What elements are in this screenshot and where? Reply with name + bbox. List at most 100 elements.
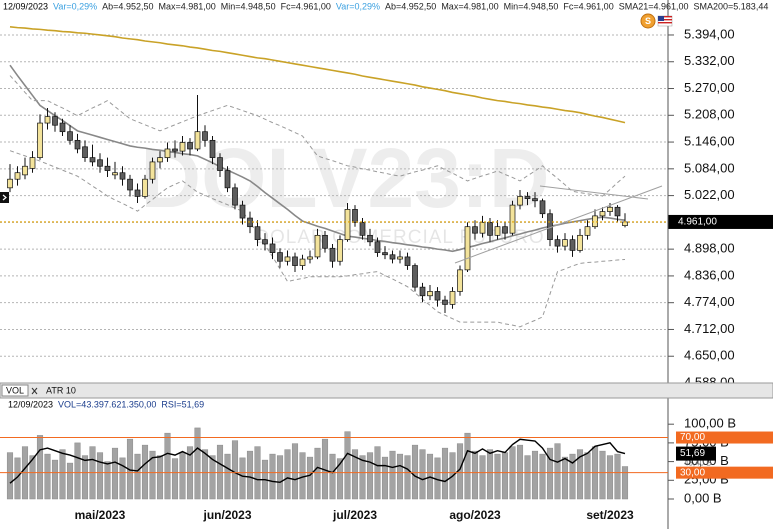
rsi-band-box <box>676 431 773 444</box>
y-tick-label: 4.650,00 <box>684 348 735 363</box>
candle-body <box>29 157 36 169</box>
candle-body <box>442 299 448 305</box>
volume-bar <box>44 453 51 500</box>
candle-body <box>532 198 538 202</box>
watermark-sub: DOLAR COMERCIAL FUTURO <box>255 227 544 248</box>
candle-body <box>299 258 306 266</box>
candle-body <box>239 204 246 219</box>
candle-body <box>254 226 261 240</box>
candle-body <box>517 196 523 206</box>
volume-bar <box>141 444 149 500</box>
volume-bar <box>381 456 389 500</box>
indicator-line <box>9 75 626 197</box>
volume-bar <box>284 449 291 500</box>
volume-bar <box>156 455 164 500</box>
volume-bar <box>314 447 321 500</box>
volume-bar <box>209 455 216 500</box>
header: 12/09/2023 Var=0,29% Ab=4.952,50 Max=4.981,… <box>3 1 769 11</box>
y-tick-label: 5.084,00 <box>684 160 735 175</box>
candle-body <box>367 234 373 243</box>
volume-bar <box>419 449 426 500</box>
volume-bar <box>486 449 494 500</box>
candle-body <box>524 196 531 199</box>
rsi-last-box <box>676 446 716 461</box>
tab-close[interactable] <box>31 387 38 395</box>
candle-body <box>419 286 426 297</box>
candle-body <box>7 178 13 189</box>
candle-body <box>164 148 171 158</box>
tab-label[interactable]: VOL <box>6 385 24 395</box>
y-tick-label: 5.332,00 <box>684 53 735 68</box>
candle-body <box>509 204 516 234</box>
volume-bar <box>216 444 224 500</box>
volume-bar <box>201 449 209 500</box>
candle-body <box>577 234 583 251</box>
left-marker-arrow <box>2 194 7 201</box>
candle-body <box>412 265 418 288</box>
tab-label[interactable]: ATR 10 <box>46 385 76 395</box>
candle-body <box>352 209 358 223</box>
volume-bar <box>621 466 629 500</box>
candle-body <box>479 222 486 234</box>
rsi-band-label: 70,00 <box>680 432 705 443</box>
header-text: SMA200=5.183,44 <box>694 1 769 11</box>
volume-bar <box>404 455 411 500</box>
flag-stripe <box>658 16 672 18</box>
candle-body <box>382 252 388 256</box>
volume-bar <box>164 432 171 500</box>
candle-body <box>569 239 576 251</box>
header-text: SMA21=4.961,00 <box>619 1 689 11</box>
volume-bar <box>599 450 606 500</box>
candle-body <box>599 211 606 217</box>
candle-body <box>172 148 178 152</box>
badge-icon[interactable] <box>640 13 656 29</box>
volume-bar <box>336 458 344 500</box>
volume-bar <box>224 453 231 500</box>
volume-bar <box>171 458 179 500</box>
volume-bar <box>351 449 359 500</box>
y-tick-label: 4.774,00 <box>684 294 735 309</box>
tab[interactable] <box>1 384 29 397</box>
volume-bar <box>576 449 584 500</box>
flag-stripe <box>658 19 672 21</box>
rsi-line <box>9 438 626 484</box>
candle-body <box>494 226 501 236</box>
volume-bar <box>389 450 396 500</box>
trend-line <box>454 185 663 264</box>
y-tick-label: 5.022,00 <box>684 187 735 202</box>
candle-body <box>224 170 231 189</box>
candle-body <box>584 226 591 236</box>
candle-body <box>67 131 73 141</box>
candle-body <box>202 131 208 141</box>
candle-body <box>194 131 201 150</box>
candle-body <box>187 142 193 150</box>
candle-body <box>614 206 621 217</box>
tab-bar <box>0 382 773 399</box>
volume-bar <box>299 452 306 500</box>
header-text: Var=0,29% <box>336 1 380 11</box>
volume-bar <box>501 452 509 500</box>
volume-bar <box>81 455 89 500</box>
indicator-line <box>9 150 626 328</box>
flag-icon[interactable] <box>657 15 673 27</box>
badge-text[interactable]: S <box>645 16 651 26</box>
candle-body <box>269 243 276 253</box>
header-text: VOL=43.397.621.350,00 <box>58 399 156 409</box>
last-price-label: 4.961,00 <box>678 217 717 228</box>
volume-bar <box>441 447 449 500</box>
volume-bar <box>366 452 374 500</box>
volume-bar <box>66 462 74 500</box>
trend-line <box>539 185 649 200</box>
y-tick-label: 4.836,00 <box>684 267 735 282</box>
volume-bar <box>306 456 314 500</box>
candle-body <box>37 122 43 158</box>
candle-body <box>344 209 351 240</box>
header-text: Min=4.948,50 <box>221 1 276 11</box>
candle-body <box>277 252 283 262</box>
volume-bar <box>6 452 14 500</box>
candle-body <box>337 239 343 262</box>
y-tick-label: 4.712,00 <box>684 321 735 336</box>
volume-bar <box>411 444 419 500</box>
volume-bar <box>606 455 614 500</box>
